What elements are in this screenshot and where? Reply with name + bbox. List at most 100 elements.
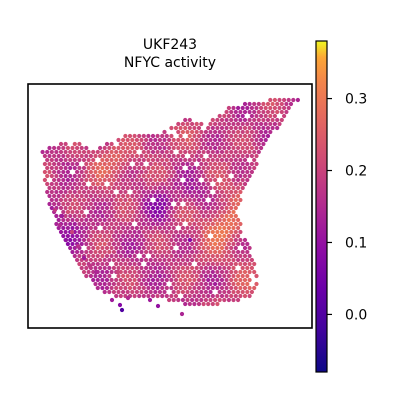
spot	[125, 137, 130, 143]
spot	[160, 205, 165, 211]
spot	[134, 145, 139, 151]
spot	[265, 101, 271, 107]
spot	[219, 237, 225, 243]
spot	[249, 129, 254, 135]
spot	[157, 225, 162, 231]
spot	[194, 241, 199, 247]
spot	[139, 249, 144, 255]
spot	[160, 293, 165, 299]
spot	[93, 281, 98, 287]
spot	[201, 229, 206, 235]
spot	[160, 189, 165, 195]
spot	[111, 241, 116, 247]
spot	[146, 173, 151, 179]
spot	[111, 217, 116, 223]
spot	[100, 261, 105, 267]
spot	[95, 189, 100, 195]
spot	[183, 149, 188, 155]
spot	[222, 137, 227, 143]
spot	[284, 101, 289, 107]
spot	[231, 241, 236, 247]
spot	[148, 249, 153, 255]
spot	[132, 269, 137, 275]
spot	[141, 149, 146, 155]
spot	[146, 269, 151, 275]
spot	[259, 121, 264, 127]
spot	[180, 209, 185, 215]
spot	[226, 241, 231, 247]
spot	[187, 205, 192, 211]
spot	[265, 117, 271, 123]
spot	[162, 201, 167, 207]
spot	[70, 161, 75, 167]
spot	[183, 173, 188, 179]
spot	[137, 173, 142, 179]
spot	[231, 113, 236, 119]
spot	[150, 245, 156, 251]
spot	[233, 277, 238, 283]
spot	[52, 145, 57, 151]
spot	[130, 233, 135, 239]
spot	[45, 157, 50, 163]
spot	[210, 229, 215, 235]
colorbar-gradient	[315, 40, 328, 373]
spot	[132, 133, 137, 139]
spot	[213, 257, 218, 263]
spot	[102, 193, 107, 199]
spot	[79, 241, 84, 247]
spot	[249, 161, 254, 167]
spot	[118, 261, 123, 267]
spot	[69, 229, 75, 235]
spot	[86, 213, 91, 219]
spot	[180, 193, 185, 199]
spot	[238, 181, 243, 187]
spot	[215, 229, 220, 235]
spot	[139, 217, 144, 223]
spot	[252, 269, 257, 275]
spot	[109, 189, 114, 195]
spot	[245, 121, 250, 127]
spot	[176, 153, 181, 159]
spot	[144, 145, 149, 151]
spot	[139, 209, 144, 215]
spot	[226, 233, 231, 239]
spot	[141, 221, 146, 227]
spot	[199, 129, 204, 135]
spot	[176, 129, 181, 135]
spot	[226, 137, 231, 143]
spot	[219, 269, 225, 275]
spot	[210, 213, 215, 219]
spot	[213, 129, 218, 135]
spot	[277, 121, 282, 127]
plot-frame	[27, 83, 313, 329]
spot	[167, 185, 172, 191]
spot	[268, 121, 273, 127]
spot	[270, 125, 275, 131]
spot	[146, 245, 151, 251]
spot	[219, 293, 225, 299]
spot	[157, 145, 162, 151]
spot	[190, 217, 195, 223]
spot	[169, 165, 174, 171]
spot	[247, 285, 252, 291]
spot	[176, 201, 181, 207]
spot	[65, 201, 70, 207]
spot	[203, 145, 208, 151]
spot	[160, 213, 165, 219]
spot	[201, 133, 206, 139]
spot	[102, 161, 107, 167]
spot	[139, 265, 144, 271]
spot	[183, 205, 188, 211]
spot	[256, 133, 261, 139]
spot	[190, 177, 195, 183]
spot	[213, 265, 218, 271]
spot	[268, 129, 273, 135]
spot	[208, 169, 213, 175]
spot	[144, 201, 149, 207]
spot	[252, 261, 257, 267]
spot	[72, 173, 77, 179]
spot	[187, 285, 192, 291]
spot	[125, 201, 130, 207]
spot	[98, 153, 103, 159]
spot	[185, 129, 190, 135]
